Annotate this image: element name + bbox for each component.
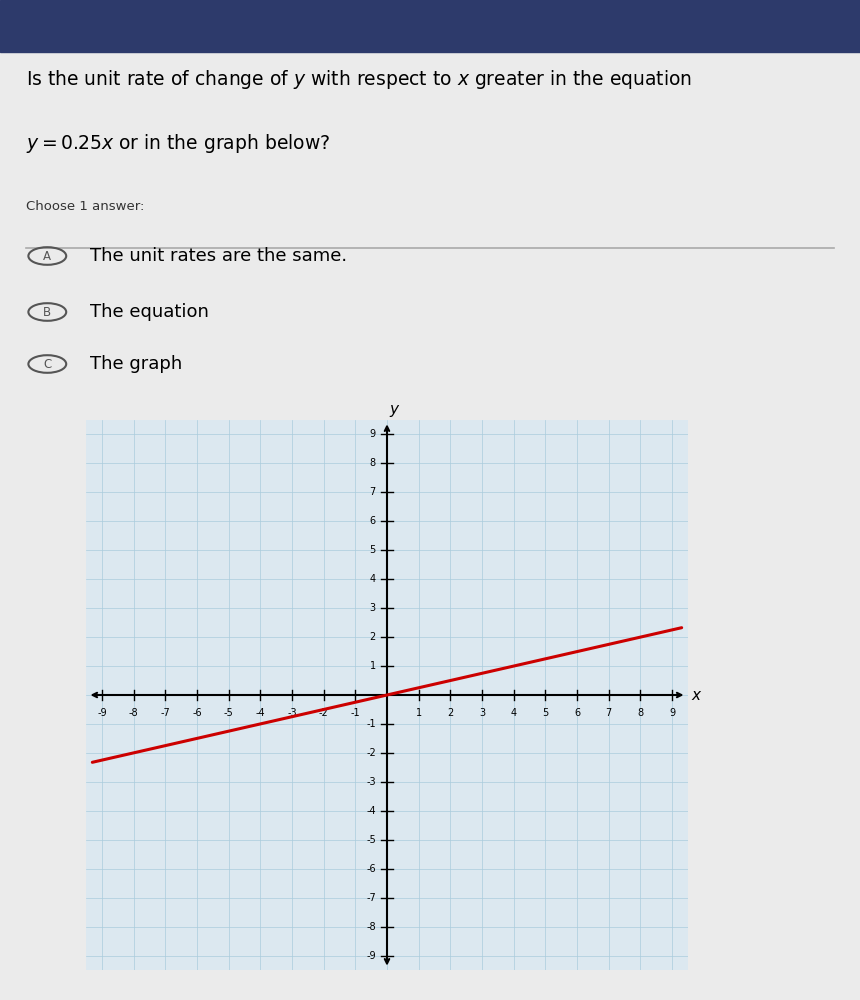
- Text: Is the unit rate of change of $y$ with respect to $x$ greater in the equation: Is the unit rate of change of $y$ with r…: [26, 68, 692, 91]
- Text: -7: -7: [160, 708, 170, 718]
- Text: C: C: [43, 358, 52, 370]
- Text: 2: 2: [447, 708, 453, 718]
- Text: -3: -3: [366, 777, 376, 787]
- Text: 3: 3: [370, 603, 376, 613]
- Text: -4: -4: [366, 806, 376, 816]
- Text: 9: 9: [669, 708, 675, 718]
- Text: -7: -7: [366, 893, 376, 903]
- Text: -8: -8: [129, 708, 138, 718]
- Text: -2: -2: [366, 748, 376, 758]
- Text: A: A: [43, 249, 52, 262]
- Text: -5: -5: [366, 835, 376, 845]
- Text: 6: 6: [370, 516, 376, 526]
- Text: 5: 5: [370, 545, 376, 555]
- Text: -1: -1: [366, 719, 376, 729]
- Text: 7: 7: [605, 708, 612, 718]
- Text: -8: -8: [366, 922, 376, 932]
- Text: 6: 6: [574, 708, 580, 718]
- Text: -5: -5: [224, 708, 233, 718]
- Text: -9: -9: [97, 708, 107, 718]
- Text: 4: 4: [370, 574, 376, 584]
- Text: 8: 8: [370, 458, 376, 468]
- Text: -1: -1: [351, 708, 360, 718]
- Text: 9: 9: [370, 429, 376, 439]
- Bar: [0, 0, 860, 52]
- Text: $x$: $x$: [691, 688, 703, 702]
- Text: -9: -9: [366, 951, 376, 961]
- Text: The unit rates are the same.: The unit rates are the same.: [90, 247, 347, 265]
- Text: $y = 0.25x$ or in the graph below?: $y = 0.25x$ or in the graph below?: [26, 132, 330, 155]
- Text: 3: 3: [479, 708, 485, 718]
- Text: -6: -6: [366, 864, 376, 874]
- Text: Choose 1 answer:: Choose 1 answer:: [26, 200, 144, 213]
- Text: -2: -2: [319, 708, 329, 718]
- Text: 1: 1: [415, 708, 421, 718]
- Text: $y$: $y$: [389, 403, 401, 419]
- Text: -4: -4: [255, 708, 265, 718]
- Text: 4: 4: [511, 708, 517, 718]
- Text: B: B: [43, 306, 52, 318]
- Text: 5: 5: [543, 708, 549, 718]
- Text: The graph: The graph: [90, 355, 182, 373]
- Text: The equation: The equation: [90, 303, 209, 321]
- Text: 8: 8: [637, 708, 643, 718]
- Text: 2: 2: [370, 632, 376, 642]
- Text: -6: -6: [192, 708, 202, 718]
- Text: 1: 1: [370, 661, 376, 671]
- Text: 7: 7: [370, 487, 376, 497]
- Text: -3: -3: [287, 708, 297, 718]
